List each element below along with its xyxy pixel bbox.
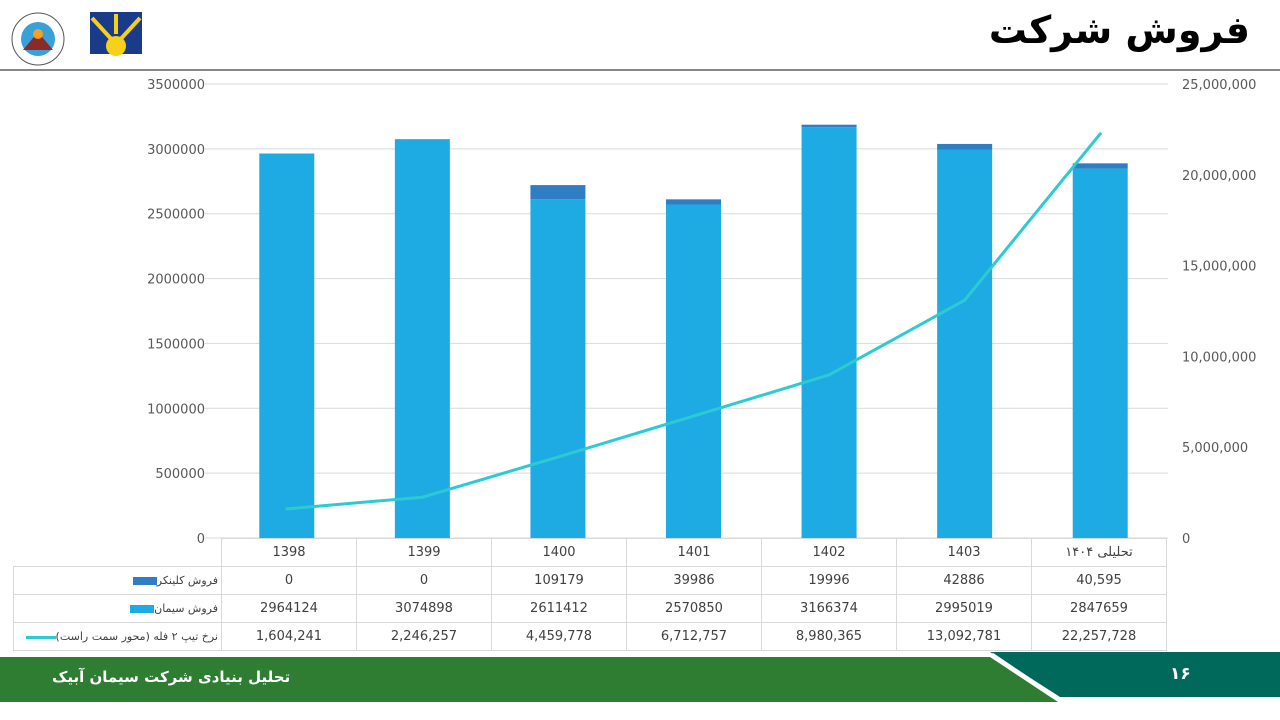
- series-name: نرخ تیپ ۲ فله (محور سمت راست): [55, 630, 218, 643]
- cell: 2964124: [221, 594, 357, 623]
- col-header: 1399: [356, 538, 492, 567]
- table-row: فروش کلینکر 0 0 109179 39986 19996 42886 40,595: [13, 566, 1167, 595]
- col-header: 1403: [896, 538, 1032, 567]
- legend-swatch: [132, 577, 157, 585]
- col-header: 1398: [221, 538, 357, 567]
- clinker-bar: [1072, 163, 1128, 169]
- sales-chart: 0 500000 1000000 1500000 2000000 2500000 30000…: [147, 78, 1256, 547]
- cement-bar: [801, 127, 857, 538]
- cell: 2,246,257: [356, 622, 492, 651]
- cell: 0: [356, 566, 492, 595]
- cell: 6,712,757: [626, 622, 762, 651]
- legend-swatch: [130, 605, 155, 613]
- footer-band: [0, 652, 1280, 702]
- left-tick-label: 2000000: [147, 273, 205, 288]
- cell: 40,595: [1031, 566, 1167, 595]
- table-row: فروش سیمان 2964124 3074898 2611412 2570850 31…: [13, 594, 1167, 623]
- cement-bar: [1072, 168, 1128, 538]
- rate-point: [556, 455, 560, 459]
- cement-bar: [394, 139, 450, 539]
- right-tick-label: 0: [1182, 532, 1190, 547]
- right-tick-label: 5,000,000: [1182, 441, 1248, 456]
- page-number: ۱۶: [1170, 664, 1191, 684]
- right-tick-label: 15,000,000: [1182, 260, 1256, 275]
- page-title: فروش شرکت: [988, 8, 1250, 52]
- col-header: 1402: [761, 538, 897, 567]
- cell: 42886: [896, 566, 1032, 595]
- cement-bar: [666, 204, 721, 538]
- rate-point: [827, 373, 831, 377]
- insurance-logo: [11, 12, 65, 66]
- rate-point: [1098, 132, 1102, 136]
- rate-point: [692, 414, 695, 418]
- clinker-bar: [801, 124, 857, 128]
- left-tick-label: 3000000: [147, 143, 205, 158]
- clinker-bar: [666, 199, 721, 205]
- col-header: 1401: [626, 538, 762, 567]
- cell: 1,604,241: [221, 622, 357, 651]
- cell: 3166374: [761, 594, 897, 623]
- cell: 13,092,781: [896, 622, 1032, 651]
- col-header: 1400: [491, 538, 627, 567]
- clinker-bar: [530, 185, 586, 200]
- cell: 109179: [491, 566, 627, 595]
- data-table: 1398 1399 1400 1401 1402 1403 تحلیلی ۱۴۰۴ فروش…: [13, 538, 1167, 651]
- rate-point: [420, 495, 424, 499]
- right-tick-label: 20,000,000: [1182, 169, 1256, 184]
- footer-title: تحلیل بنیادی شرکت سیمان آبیک: [52, 668, 291, 686]
- table-header-row: 1398 1399 1400 1401 1402 1403 تحلیلی ۱۴۰۴: [14, 538, 1167, 567]
- col-header: تحلیلی ۱۴۰۴: [1031, 538, 1167, 567]
- series-name: فروش کلینکر: [156, 574, 218, 587]
- left-tick-label: 2500000: [147, 208, 205, 223]
- cement-bar: [530, 199, 586, 538]
- right-tick-label: 25,000,000: [1182, 78, 1256, 93]
- cell: 22,257,728: [1031, 622, 1167, 651]
- cell: 2570850: [626, 594, 762, 623]
- cell: 2847659: [1031, 594, 1167, 623]
- left-tick-label: 1000000: [147, 402, 205, 417]
- exchange-logo: [90, 12, 142, 56]
- cell: 8,980,365: [761, 622, 897, 651]
- right-tick-label: 10,000,000: [1182, 350, 1256, 365]
- cement-bar: [937, 149, 993, 539]
- cell: 19996: [761, 566, 897, 595]
- series-name: فروش سیمان: [154, 602, 218, 615]
- table-row: نرخ تیپ ۲ فله (محور سمت راست) 1,604,241 2,…: [13, 622, 1167, 651]
- cement-bar: [259, 153, 315, 538]
- cell: 3074898: [356, 594, 492, 623]
- cell: 39986: [626, 566, 762, 595]
- left-tick-label: 1500000: [147, 337, 205, 352]
- cell: 2611412: [491, 594, 627, 623]
- legend-line: [25, 635, 56, 639]
- rate-point: [285, 507, 289, 511]
- header-divider: [0, 69, 1280, 71]
- left-tick-label: 0: [197, 532, 205, 547]
- cell: 2995019: [896, 594, 1032, 623]
- rate-point: [963, 298, 967, 302]
- cell: 4,459,778: [491, 622, 627, 651]
- left-tick-label: 3500000: [147, 78, 205, 93]
- left-tick-label: 500000: [155, 467, 205, 482]
- clinker-bar: [937, 143, 993, 150]
- cell: 0: [221, 566, 357, 595]
